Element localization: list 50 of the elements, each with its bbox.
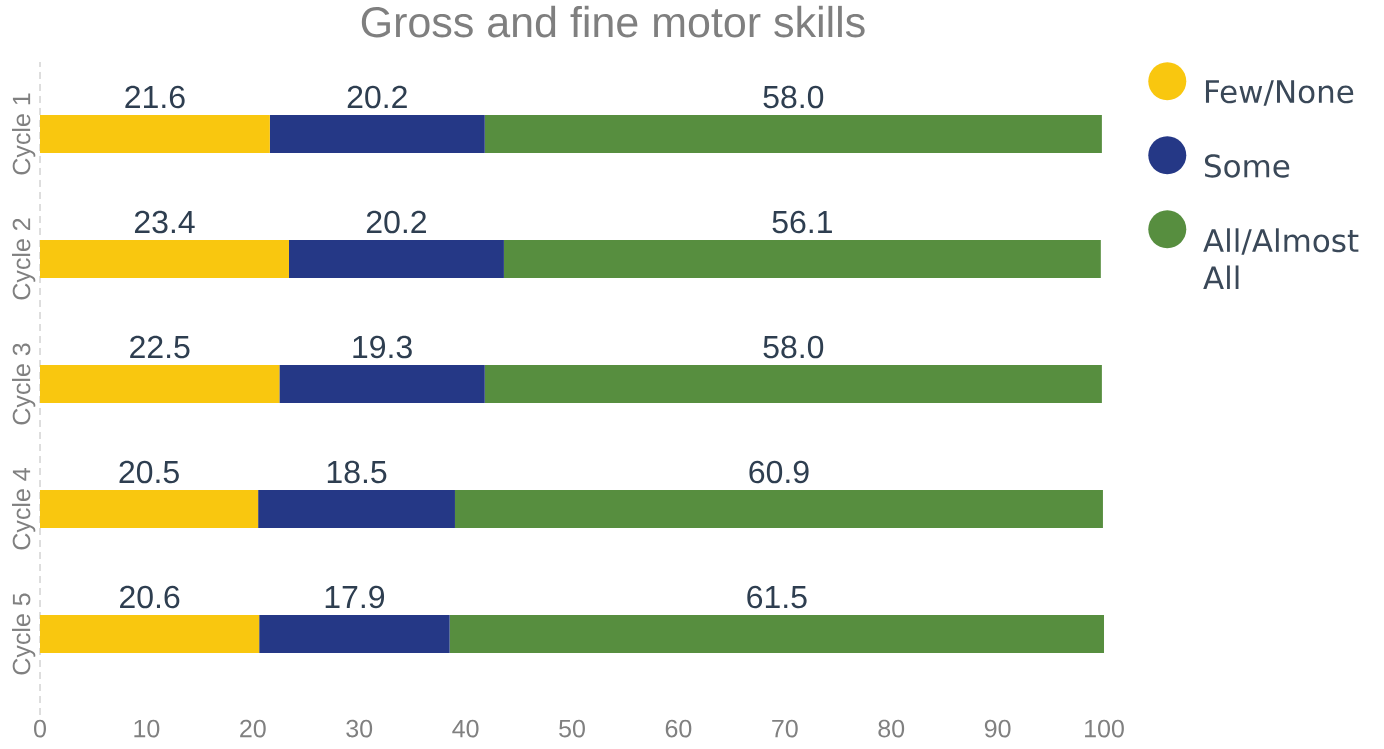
data-label: 61.5: [747, 585, 807, 609]
bar: [454, 490, 1103, 529]
data-label: 23.4: [134, 210, 195, 234]
x-tick-label: 70: [772, 719, 798, 738]
bar: [484, 365, 1102, 404]
data-label: 58.0: [763, 85, 824, 109]
data-label: 20.2: [347, 85, 407, 109]
bar: [503, 240, 1101, 279]
x-tick-label: 60: [665, 719, 692, 738]
bar: [40, 115, 270, 153]
bar: [484, 115, 1102, 153]
data-label: 20.2: [366, 210, 426, 234]
bar: [449, 615, 1105, 654]
x-tick-label: 50: [559, 719, 585, 738]
x-tick-label: 20: [240, 719, 266, 738]
data-label: 20.6: [120, 585, 180, 609]
x-tick-label: 100: [1085, 719, 1124, 738]
bar: [258, 490, 455, 529]
bar: [288, 240, 504, 279]
y-tick-label: Cycle 5: [11, 593, 36, 675]
data-label: 20.5: [119, 460, 179, 484]
data-label: 17.9: [325, 585, 385, 609]
bar: [40, 615, 260, 654]
bar: [40, 240, 289, 279]
data-label: 21.6: [125, 85, 185, 109]
x-tick-label: 10: [134, 719, 160, 738]
data-label: 56.1: [772, 210, 832, 234]
bar: [279, 365, 485, 404]
x-tick-label: 0: [34, 719, 46, 738]
legend-label: All/Almost All: [1203, 228, 1359, 290]
legend-label: Few/None: [1205, 80, 1354, 106]
data-label: 18.5: [327, 460, 387, 484]
x-tick-label: 30: [346, 719, 373, 738]
y-tick-label: Cycle 2: [11, 218, 36, 300]
bar: [40, 490, 259, 529]
legend-label: Some: [1204, 154, 1290, 178]
y-tick-label: Cycle 4: [11, 468, 36, 550]
bar: [259, 615, 450, 654]
data-label: 22.5: [130, 335, 190, 359]
data-label: 19.3: [353, 335, 412, 359]
x-tick-label: 80: [878, 719, 905, 738]
bar: [40, 365, 280, 404]
bar: [269, 115, 485, 153]
x-tick-label: 40: [452, 719, 479, 738]
data-label: 58.0: [763, 335, 824, 359]
x-tick-label: 90: [984, 719, 1011, 738]
chart-title: Gross and fine motor skills: [361, 5, 865, 38]
y-tick-label: Cycle 3: [11, 343, 36, 425]
data-label: 60.9: [749, 460, 809, 484]
y-tick-label: Cycle 1: [11, 93, 36, 175]
